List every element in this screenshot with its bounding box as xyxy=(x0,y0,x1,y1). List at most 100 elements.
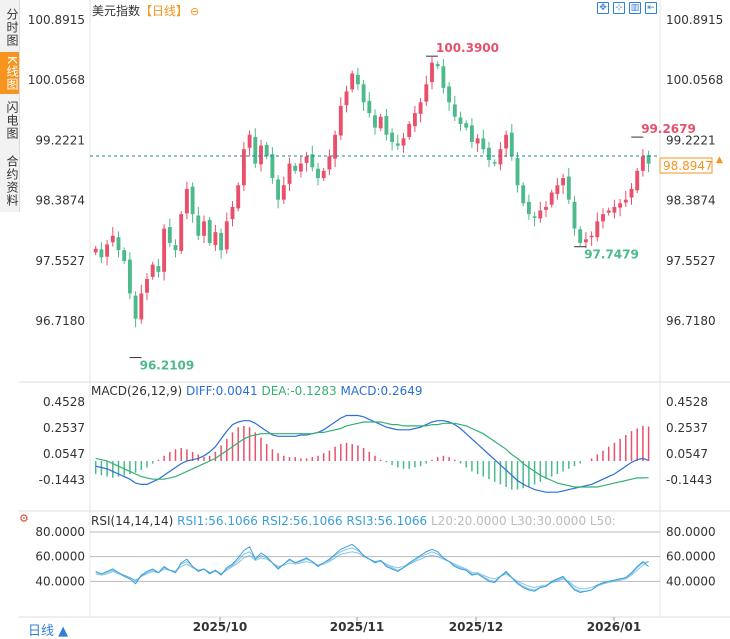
candle xyxy=(469,125,474,142)
candle xyxy=(572,201,577,229)
candle xyxy=(635,170,640,191)
candle xyxy=(276,179,281,200)
macd-diff-value: DIFF:0.0041 xyxy=(185,384,258,398)
candle xyxy=(298,163,303,172)
candle xyxy=(447,86,452,103)
candle xyxy=(561,178,566,186)
macd-tick-right: 0.0547 xyxy=(666,447,708,461)
rsi-legend: RSI(14,14,14) RSI1:56.1066 RSI2:56.1066 … xyxy=(91,514,616,528)
macd-dea-line xyxy=(95,421,649,488)
candle xyxy=(509,132,514,157)
price-tick-left: 99.2221 xyxy=(35,133,85,147)
candle xyxy=(555,185,560,194)
candle xyxy=(606,210,611,213)
rsi-tick-left: 80.0000 xyxy=(35,525,85,539)
candle xyxy=(566,176,571,200)
candle xyxy=(618,203,623,208)
expand-icon[interactable]: ✥ xyxy=(597,2,609,14)
candle xyxy=(373,115,377,128)
candle xyxy=(441,66,446,88)
candle xyxy=(504,134,509,149)
candle xyxy=(110,235,115,243)
annotation-high: 100.3900 xyxy=(436,41,499,55)
macd-panel xyxy=(94,414,650,493)
chart-title: 美元指数【日线】 ⊖ xyxy=(92,2,199,19)
settings-icon[interactable]: ⚙ xyxy=(19,512,29,525)
macd-tick-left: 0.4528 xyxy=(43,395,85,409)
chart-type-icon[interactable]: ▥ xyxy=(629,2,641,14)
candle xyxy=(270,154,275,179)
candle xyxy=(259,145,263,165)
candle xyxy=(253,136,258,164)
tab-kline[interactable]: K线图 xyxy=(0,52,19,94)
candle xyxy=(150,264,155,277)
annotation-low: 96.2109 xyxy=(140,359,195,373)
candle xyxy=(179,214,184,251)
candle xyxy=(367,100,372,114)
rsi-title: RSI(14,14,14) xyxy=(91,514,174,528)
period-select-button[interactable]: 日线 ▲ xyxy=(28,624,69,639)
candle xyxy=(629,188,634,198)
period-label[interactable]: 【日线】 xyxy=(140,4,189,18)
candle xyxy=(219,232,224,251)
tab-contract-info[interactable]: 合约资料 xyxy=(5,155,19,207)
candle xyxy=(190,186,195,215)
rsi2-value: RSI2:56.1066 xyxy=(261,514,343,528)
candle xyxy=(333,134,338,159)
instrument-name: 美元指数 xyxy=(92,4,141,18)
candle xyxy=(526,201,531,215)
x-tick-label: 2025/10 xyxy=(193,620,247,634)
candle xyxy=(464,123,469,128)
rsi-tick-left: 40.0000 xyxy=(35,574,85,588)
macd-tick-left: -0.1443 xyxy=(39,473,85,487)
price-tick-right: 100.0568 xyxy=(666,73,723,87)
macd-macd-value: MACD:0.2649 xyxy=(340,384,423,398)
candle xyxy=(350,73,355,90)
candle xyxy=(287,163,292,184)
macd-tick-left: 0.2537 xyxy=(43,421,85,435)
candles xyxy=(93,56,651,328)
macd-legend: MACD(26,12,9) DIFF:0.0041 DEA:-0.1283 MA… xyxy=(91,384,423,398)
rsi-tick-right: 60.0000 xyxy=(666,550,716,564)
macd-tick-left: 0.0547 xyxy=(43,447,85,461)
price-tick-left: 100.0568 xyxy=(28,73,85,87)
candle xyxy=(184,188,189,214)
candle xyxy=(515,157,520,186)
candle xyxy=(378,116,383,129)
candle xyxy=(230,206,235,220)
rsi-panel xyxy=(90,531,660,593)
candle xyxy=(355,74,360,85)
rsi1-value: RSI1:56.1066 xyxy=(177,514,258,528)
candle xyxy=(412,113,417,127)
back-icon[interactable]: ⇤ xyxy=(645,2,657,14)
price-tick-right: 97.5527 xyxy=(666,254,716,268)
price-tick-left: 98.3874 xyxy=(35,194,85,208)
drag-icon[interactable]: ⊹ xyxy=(613,2,625,14)
price-tick-right: 96.7180 xyxy=(666,314,716,328)
candle xyxy=(601,214,605,222)
candle xyxy=(316,168,320,179)
candle xyxy=(344,91,349,106)
last-price-box xyxy=(659,157,713,174)
candle xyxy=(156,266,161,272)
candle xyxy=(304,156,309,163)
tab-flash[interactable]: 闪电图 xyxy=(5,100,19,140)
rsi-tick-right: 80.0000 xyxy=(666,525,716,539)
candle xyxy=(612,206,617,213)
candle xyxy=(475,138,480,144)
candle xyxy=(452,104,457,117)
candle xyxy=(224,221,229,250)
candle xyxy=(544,206,548,210)
candle xyxy=(139,293,144,320)
zoom-out-icon[interactable]: ⊖ xyxy=(190,5,200,18)
price-tick-left: 96.7180 xyxy=(35,314,85,328)
tab-timeshare[interactable]: 分时图 xyxy=(5,7,19,47)
candle xyxy=(338,105,343,136)
candle xyxy=(162,228,167,272)
annotation-high2: 99.2679 xyxy=(641,122,696,136)
candle xyxy=(202,221,206,236)
macd-dea-value: DEA:-0.1283 xyxy=(261,384,337,398)
